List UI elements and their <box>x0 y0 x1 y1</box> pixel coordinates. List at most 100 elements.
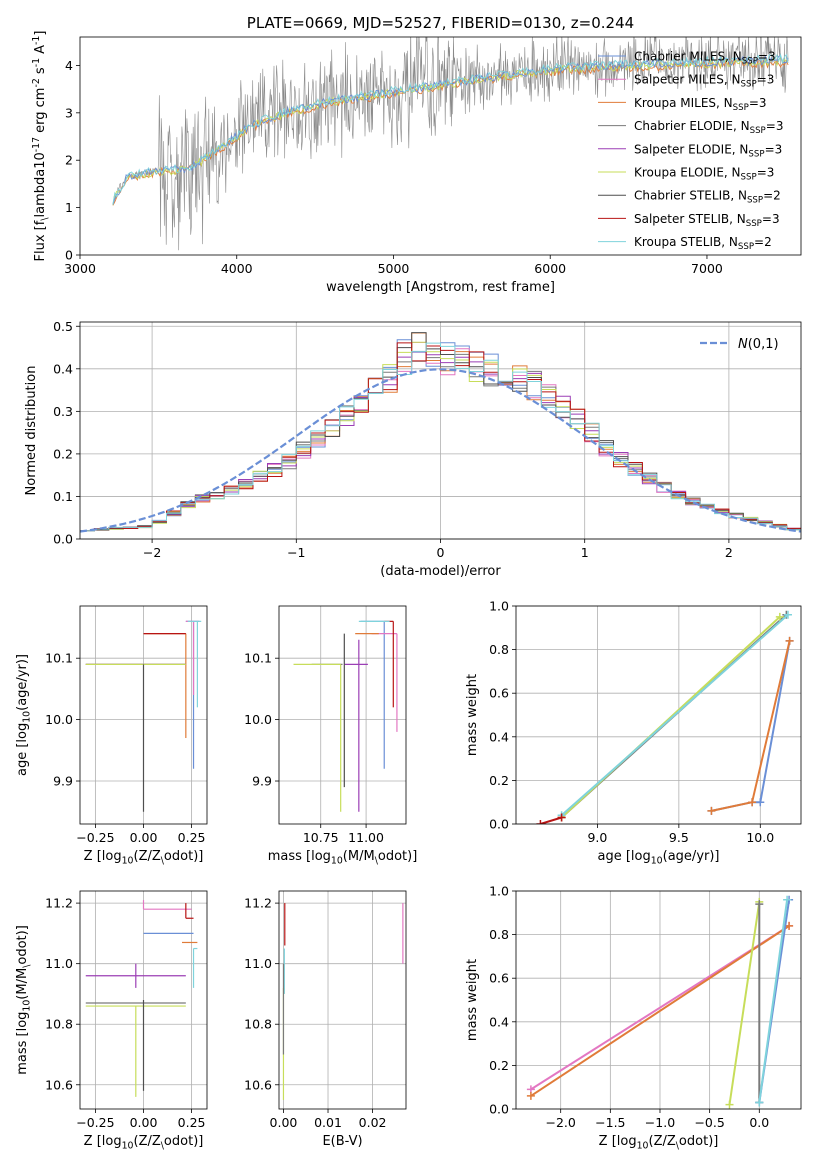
legend-label: Kroupa ELODIE, NSSP​=3 <box>634 166 774 183</box>
chart-residuals: −2 −1 0 1 2 0.0 0.1 0.2 0.3 0.4 0.5 (data-model)/er… <box>24 319 802 579</box>
series-marker <box>725 1100 734 1109</box>
legend: N(0,1) <box>700 337 779 352</box>
y-axis-label: age [log10​(age/yr)] <box>15 654 32 776</box>
y-tick-label: 0.8 <box>489 927 509 942</box>
y-tick-label: 0.4 <box>53 361 73 376</box>
x-axis-label: Z [log10​(Z/Z\​odot)] <box>599 1134 719 1151</box>
y-tick-label: 0.1 <box>53 489 73 504</box>
x-tick-label: −2 <box>143 545 161 560</box>
chart-age_vs_z: −0.25 0.00 0.25 9.9 10.0 10.1 Z [log10​(Z/Z\​o… <box>15 605 208 866</box>
series-marker <box>785 921 794 930</box>
x-tick-label: −0.5 <box>694 1115 724 1130</box>
axes-frame <box>278 605 407 825</box>
series-marker <box>756 798 765 807</box>
plot-marks <box>85 900 198 1097</box>
y-tick-label: 0 <box>65 248 73 263</box>
legend-label: Kroupa MILES, NSSP​=3 <box>634 96 767 113</box>
point-salpeter_elodie <box>85 963 186 988</box>
y-tick-label: 11.2 <box>45 896 73 911</box>
series-marker <box>775 612 784 621</box>
x-tick-label: 0.25 <box>178 830 206 845</box>
series-kroupa_miles <box>707 636 794 815</box>
chart-weight_vs_z: −2.0 −1.5 −1.0 −0.5 0.0 0.0 0.2 0.4 0.6 0.8 1.0 Z [… <box>465 884 802 1151</box>
series-salpeter_stelib <box>536 813 566 824</box>
legend-label: Kroupa STELIB, NSSP​=2 <box>634 235 772 252</box>
y-tick-label: 0.4 <box>489 729 509 744</box>
x-tick-label: 11.00 <box>348 830 384 845</box>
x-tick-label: 2 <box>725 545 733 560</box>
y-tick-label: 11.0 <box>45 956 73 971</box>
chart-mass_vs_z: −0.25 0.00 0.25 10.6 10.8 11.0 11.2 Z [log10​(Z… <box>15 890 208 1151</box>
series-line <box>758 899 789 1103</box>
x-tick-label: 4000 <box>221 261 253 276</box>
x-tick-label: −2.0 <box>546 1115 576 1130</box>
x-axis-label: (data-model)/error <box>380 564 501 579</box>
chart-spectrum: 3000 4000 5000 6000 7000 0 1 2 3 4 wavelength [Ang… <box>31 31 802 295</box>
series-line <box>560 613 789 817</box>
plot-marks <box>85 620 202 812</box>
y-axis-label: mass weight <box>465 674 480 756</box>
series-marker <box>557 813 566 822</box>
plot-area <box>279 606 406 824</box>
y-tick-label: 9.9 <box>53 774 73 789</box>
y-tick-label: 10.8 <box>244 1017 272 1032</box>
legend-label: Salpeter ELODIE, NSSP​=3 <box>634 142 782 159</box>
x-tick-label: 10.75 <box>303 830 339 845</box>
series-marker <box>526 1091 535 1100</box>
x-axis-label: Z [log10​(Z/Z\​odot)] <box>84 1134 204 1151</box>
y-tick-label: 0.3 <box>53 404 73 419</box>
y-axis-label: mass weight <box>465 959 480 1041</box>
y-tick-label: 11.0 <box>244 956 272 971</box>
y-axis-label: Normed distribution <box>24 366 39 496</box>
series-kroupa_miles <box>526 921 794 1100</box>
series-kroupa_stelib <box>557 610 792 820</box>
y-axis-label: mass [log10​(M/M\​odot)] <box>15 925 32 1075</box>
x-tick-label: 10.0 <box>746 830 774 845</box>
series-marker <box>783 610 792 619</box>
point-kroupa_elodie <box>293 663 342 812</box>
y-tick-label: 11.2 <box>244 896 272 911</box>
plot-marks <box>526 895 794 1109</box>
legend-label: Chabrier STELIB, NSSP​=2 <box>634 189 781 206</box>
y-tick-label: 0.8 <box>489 642 509 657</box>
legend-label: Chabrier MILES, NSSP​=3 <box>634 50 776 67</box>
x-axis-label: wavelength [Angstrom, rest frame] <box>326 280 555 295</box>
y-tick-label: 1.0 <box>489 599 509 614</box>
x-tick-label: 9.5 <box>669 830 689 845</box>
x-tick-label: 0.25 <box>178 1115 206 1130</box>
x-tick-label: 6000 <box>534 261 566 276</box>
x-tick-label: −1.5 <box>595 1115 625 1130</box>
plot-area <box>279 891 406 1109</box>
y-tick-label: 4 <box>65 58 73 73</box>
x-tick-label: 3000 <box>64 261 96 276</box>
plot-marks <box>80 332 801 533</box>
x-axis-label: mass [log10​(M/M\​odot)] <box>268 849 418 866</box>
plot-marks <box>282 903 404 1100</box>
y-tick-label: 1.0 <box>489 884 509 899</box>
x-tick-label: 0.02 <box>359 1115 387 1130</box>
series-line <box>530 925 790 1097</box>
histogram-step-kroupa_elodie <box>80 341 801 532</box>
y-tick-label: 0.4 <box>489 1014 509 1029</box>
x-tick-label: 0.00 <box>270 1115 298 1130</box>
chart-weight_vs_age: 9.0 9.5 10.0 0.0 0.2 0.4 0.6 0.8 1.0 age [log10​(… <box>465 599 802 866</box>
series-marker <box>707 806 716 815</box>
y-tick-label: 9.9 <box>252 774 272 789</box>
x-tick-label: 0.00 <box>130 830 158 845</box>
y-tick-label: 10.0 <box>244 712 272 727</box>
series-marker <box>748 798 757 807</box>
x-axis-label: E(B-V) <box>322 1134 362 1149</box>
legend-label: Salpeter MILES, NSSP​=3 <box>634 73 774 90</box>
x-tick-label: −0.25 <box>76 830 114 845</box>
point-kroupa_stelib <box>187 620 202 708</box>
axes-frame <box>278 890 407 1110</box>
plot-marks <box>536 610 794 824</box>
y-tick-label: 10.1 <box>244 651 272 666</box>
model-spectrum-line-kroupa_stelib <box>112 53 789 205</box>
y-tick-label: 10.1 <box>45 651 73 666</box>
y-tick-label: 10.0 <box>45 712 73 727</box>
axes-frame <box>79 890 208 1110</box>
axes-frame <box>79 605 208 825</box>
y-tick-label: 10.6 <box>45 1077 73 1092</box>
y-tick-label: 0.2 <box>489 773 509 788</box>
